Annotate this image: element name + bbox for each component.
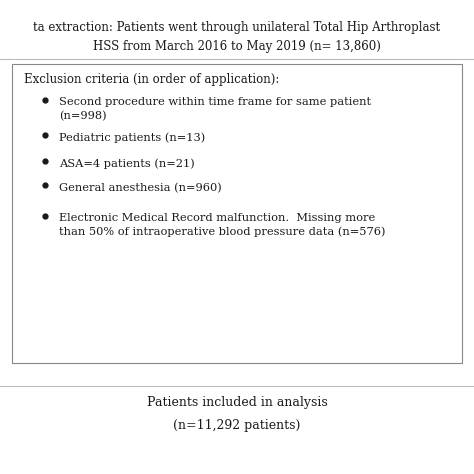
FancyBboxPatch shape — [12, 64, 462, 363]
Text: ASA=4 patients (n=21): ASA=4 patients (n=21) — [59, 159, 195, 169]
Text: Second procedure within time frame for same patient
(n=998): Second procedure within time frame for s… — [59, 97, 371, 121]
Text: Electronic Medical Record malfunction.  Missing more
than 50% of intraoperative : Electronic Medical Record malfunction. M… — [59, 213, 386, 237]
Text: Patients included in analysis: Patients included in analysis — [146, 396, 328, 409]
Text: HSS from March 2016 to May 2019 (n= 13,860): HSS from March 2016 to May 2019 (n= 13,8… — [93, 40, 381, 53]
Text: (n=11,292 patients): (n=11,292 patients) — [173, 419, 301, 432]
Text: ta extraction: Patients went through unilateral Total Hip Arthroplast: ta extraction: Patients went through uni… — [34, 21, 440, 34]
Text: Pediatric patients (n=13): Pediatric patients (n=13) — [59, 133, 206, 143]
Text: Exclusion criteria (in order of application):: Exclusion criteria (in order of applicat… — [24, 73, 279, 86]
Text: General anesthesia (n=960): General anesthesia (n=960) — [59, 182, 222, 193]
